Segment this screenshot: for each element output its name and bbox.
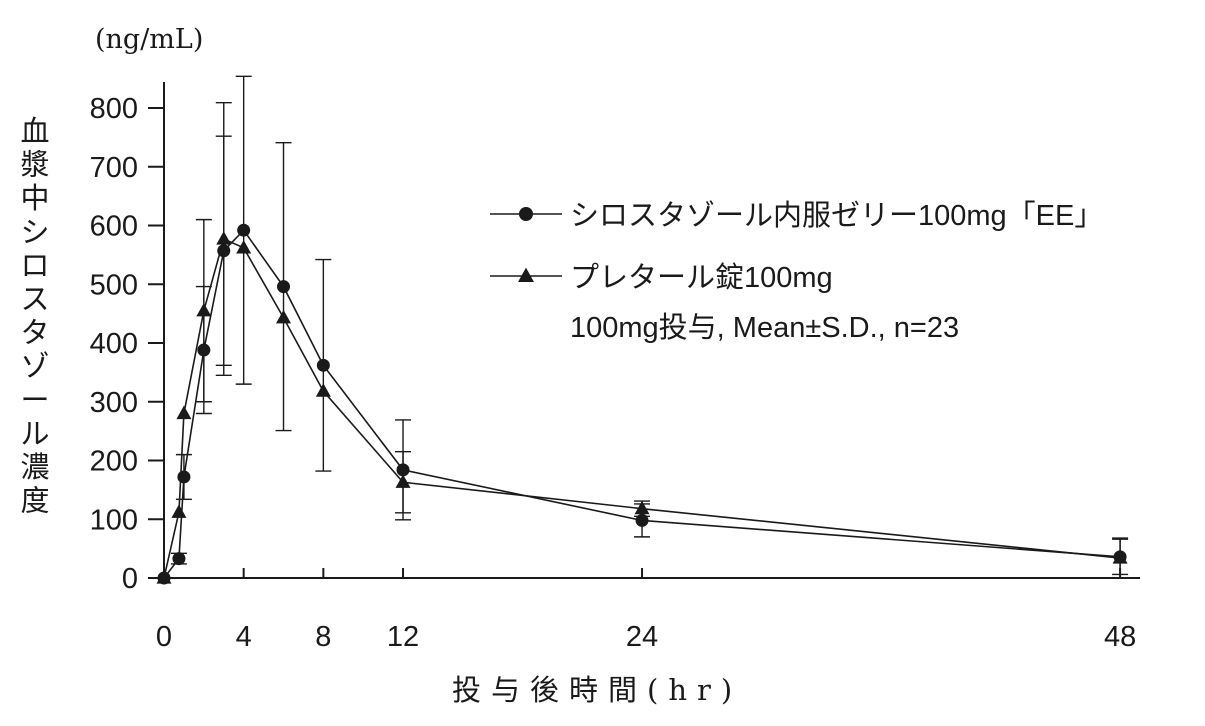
data-point-triangle bbox=[1112, 550, 1128, 564]
y-axis-label-char: シ bbox=[20, 215, 49, 249]
data-point-triangle bbox=[276, 309, 292, 324]
data-point-circle bbox=[316, 358, 330, 372]
data-point-triangle bbox=[236, 239, 252, 254]
legend-marker-circle bbox=[519, 207, 533, 221]
legend-label: シロスタゾール内服ゼリー100mg「EE」 bbox=[570, 199, 1103, 232]
y-tick-label: 500 bbox=[90, 269, 138, 301]
data-point-triangle bbox=[196, 302, 212, 317]
y-tick-label: 100 bbox=[90, 504, 138, 536]
x-tick-label: 0 bbox=[156, 621, 172, 653]
data-point-triangle bbox=[395, 474, 411, 488]
dose-note: 100mg投与, Mean±S.D., n=23 bbox=[570, 311, 959, 344]
y-axis-label-char: 血 bbox=[20, 114, 49, 148]
data-point-triangle bbox=[176, 405, 192, 420]
data-point-triangle bbox=[216, 231, 232, 245]
data-point-triangle bbox=[315, 383, 331, 397]
series-layer bbox=[156, 75, 1129, 585]
y-axis-label-char: 中 bbox=[20, 181, 49, 215]
y-axis-label-char: ル bbox=[20, 416, 49, 450]
x-tick-label: 4 bbox=[236, 621, 252, 653]
y-axis-label-char: ゾ bbox=[20, 349, 49, 383]
data-point-circle bbox=[635, 513, 649, 527]
data-point-circle bbox=[237, 223, 251, 237]
y-tick-label: 600 bbox=[90, 211, 138, 243]
x-tick-label: 12 bbox=[387, 621, 419, 653]
data-point-triangle bbox=[634, 500, 650, 515]
data-point-circle bbox=[177, 470, 191, 484]
y-unit-label: (ng/mL) bbox=[95, 24, 203, 55]
x-tick-label: 48 bbox=[1104, 621, 1136, 653]
legend-label: プレタール錠100mg bbox=[570, 261, 833, 294]
y-tick-label: 200 bbox=[90, 446, 138, 478]
y-axis-label-char: 濃 bbox=[20, 450, 49, 484]
y-tick-label: 0 bbox=[122, 563, 138, 595]
data-point-triangle bbox=[171, 504, 187, 518]
y-axis-label-char: 度 bbox=[20, 484, 49, 518]
x-axis-label: 投与後時間(hr) bbox=[452, 673, 742, 707]
data-point-triangle bbox=[156, 570, 172, 584]
y-axis-label-char: ー bbox=[20, 383, 49, 417]
data-point-circle bbox=[172, 552, 186, 566]
y-tick-label: 800 bbox=[90, 93, 138, 125]
y-tick-label: 300 bbox=[90, 387, 138, 419]
y-tick-label: 700 bbox=[90, 152, 138, 184]
legend-marker-triangle bbox=[518, 267, 534, 282]
y-tick-label: 400 bbox=[90, 328, 138, 360]
x-tick-label: 8 bbox=[315, 621, 331, 653]
y-axis-label-char: ロ bbox=[20, 248, 49, 282]
y-axis-label-char: 漿 bbox=[20, 148, 49, 182]
data-point-circle bbox=[277, 280, 291, 294]
y-axis-label-char: ス bbox=[20, 282, 49, 316]
y-axis-label-char: タ bbox=[20, 316, 49, 350]
x-tick-label: 24 bbox=[626, 621, 658, 653]
series-triangle bbox=[156, 102, 1129, 584]
legend: シロスタゾール内服ゼリー100mg「EE」プレタール錠100mg 100mg投与,… bbox=[490, 199, 1103, 344]
